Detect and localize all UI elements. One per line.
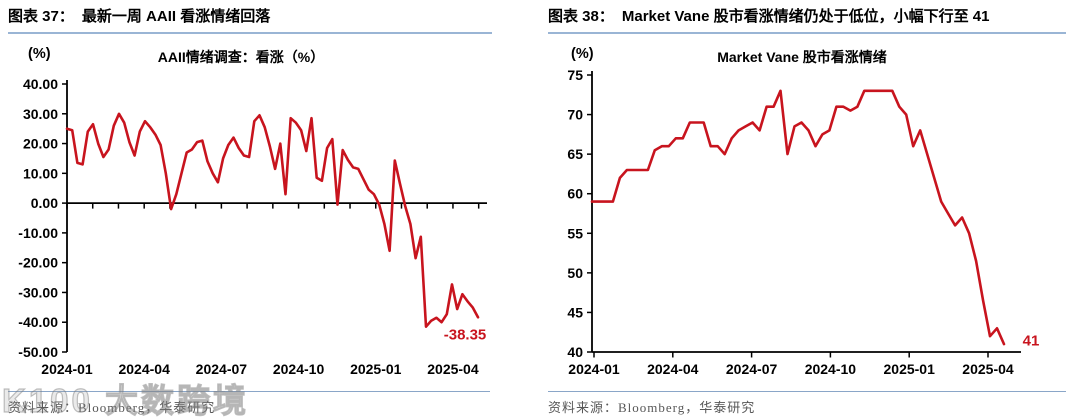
y-tick-label: 70	[567, 107, 583, 123]
figure-caption-text: 最新一周 AAII 看涨情绪回落	[81, 8, 271, 25]
aaii-line-chart: 40.00 30.00 20.00 10.00 0.00 -10.00 -20.00 -30.…	[18, 76, 487, 377]
figure-37-aaii-sentiment: 图表 37： 最新一周 AAII 看涨情绪回落 (%) AAII情绪调查：看涨（…	[8, 5, 492, 415]
x-tick-label: 2025-01	[884, 361, 936, 377]
x-tick-label: 2024-01	[568, 361, 620, 377]
x-tick-label: 2024-04	[118, 361, 170, 377]
x-tick-label: 2024-07	[196, 361, 248, 377]
y-axis-unit-label: (%)	[571, 46, 594, 62]
y-tick-label: -40.00	[18, 314, 58, 330]
y-tick-label: 55	[567, 225, 583, 241]
x-tick-label: 2025-01	[350, 361, 402, 377]
chart-title: AAII情绪调查：看涨（%）	[157, 49, 325, 65]
y-tick-label: 30.00	[23, 106, 58, 122]
y-axis-unit-label: (%)	[28, 46, 51, 62]
y-tick-label: 45	[567, 304, 583, 320]
figure-number-label: 图表 37：	[8, 8, 74, 25]
x-tick-label: 2024-04	[647, 361, 699, 377]
y-tick-label: 40.00	[23, 76, 58, 92]
figure-caption-text: Market Vane 股市看涨情绪仍处于低位，小幅下行至 41	[621, 8, 990, 25]
y-tick-label: 65	[567, 146, 583, 162]
figure-caption: 图表 37： 最新一周 AAII 看涨情绪回落	[8, 5, 492, 34]
x-tick-label: 2025-04	[962, 361, 1014, 377]
y-tick-label: 60	[567, 186, 583, 202]
x-tick-label: 2024-10	[273, 361, 325, 377]
y-tick-label: -50.00	[18, 344, 58, 360]
y-tick-label: -10.00	[18, 225, 58, 241]
y-tick-label: 50	[567, 265, 583, 281]
source-note: 资料来源：Bloomberg，华泰研究	[548, 400, 756, 415]
chart-title: Market Vane 股市看涨情绪	[717, 49, 887, 65]
figure-38-market-vane: 图表 38： Market Vane 股市看涨情绪仍处于低位，小幅下行至 41 …	[540, 0, 1080, 420]
x-tick-label: 2024-01	[41, 361, 93, 377]
figure-number-label: 图表 38：	[548, 8, 614, 25]
y-tick-label: 40	[567, 344, 583, 360]
last-value-annotation: -38.35	[443, 326, 487, 344]
series-line	[65, 112, 480, 329]
x-tick-label: 2024-07	[726, 361, 778, 377]
source-note: 资料来源：Bloomberg，华泰研究	[8, 400, 216, 415]
y-tick-label: 10.00	[23, 165, 58, 181]
x-tick-label: 2025-04	[427, 361, 479, 377]
y-tick-label: 0.00	[31, 195, 58, 211]
y-tick-label: -30.00	[18, 284, 58, 300]
series-line	[590, 89, 1006, 346]
last-value-annotation: 41	[1022, 332, 1040, 350]
figure-caption: 图表 38： Market Vane 股市看涨情绪仍处于低位，小幅下行至 41	[548, 5, 1066, 34]
footer-divider	[548, 391, 1066, 392]
y-tick-label: -20.00	[18, 255, 58, 271]
x-tick-label: 2024-10	[805, 361, 857, 377]
y-tick-label: 75	[567, 67, 583, 83]
y-tick-label: 20.00	[23, 136, 58, 152]
footer-divider	[8, 391, 490, 392]
